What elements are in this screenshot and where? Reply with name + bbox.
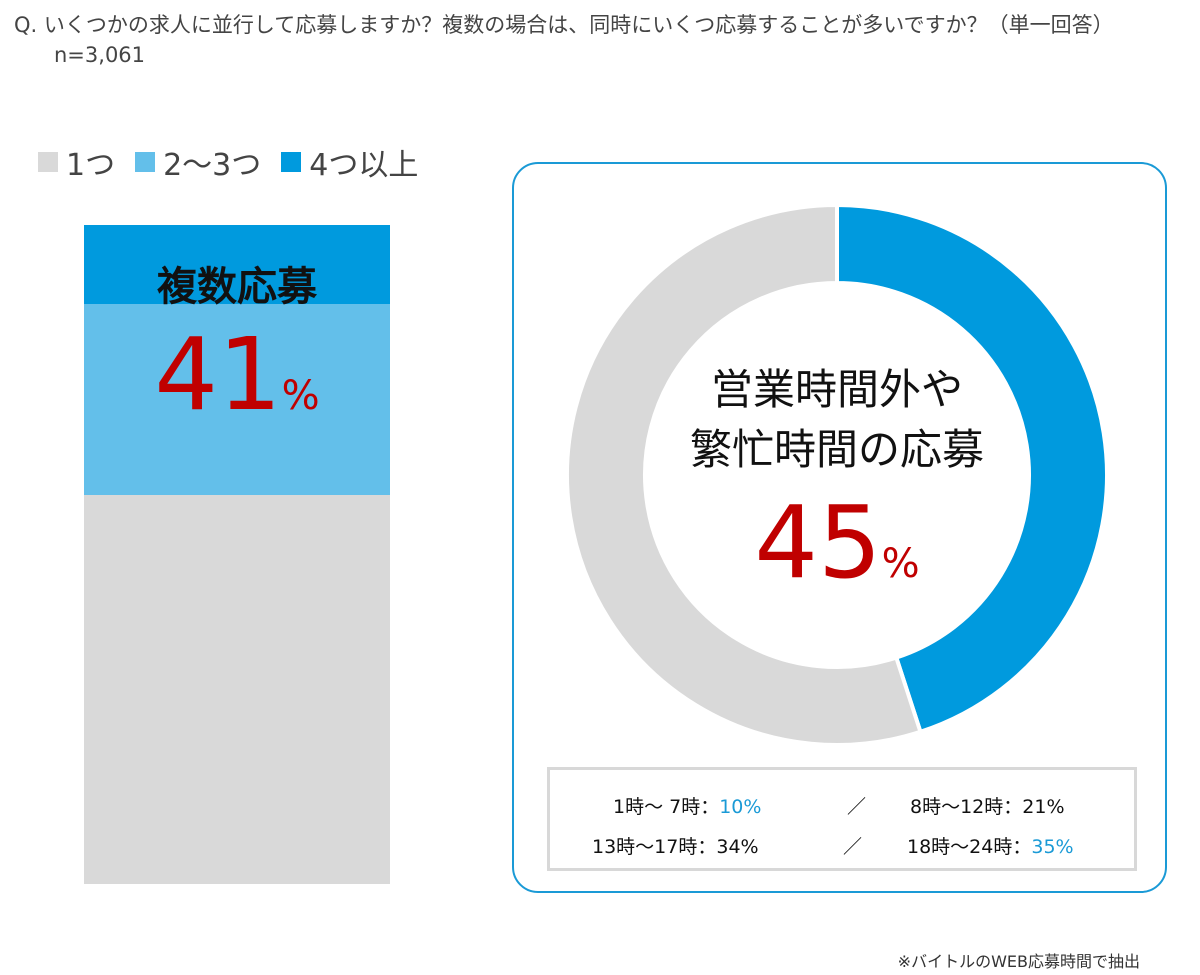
breakdown-item: 8時〜12時：21% [910, 792, 1065, 819]
sample-size: n=3,061 [54, 43, 146, 67]
title-line: 繁忙時間の応募 [689, 425, 984, 474]
label: 13時〜17時： [592, 836, 717, 858]
breakdown-item: 13時〜17時：34% [592, 832, 759, 859]
multi-apply-label: 複数応募 [157, 264, 317, 310]
legend-swatch [281, 152, 302, 172]
label: 18時〜24時： [907, 836, 1032, 858]
value: 21% [1022, 796, 1065, 818]
donut-center-value: 45% [637, 488, 1037, 619]
title-line: 営業時間外や [710, 365, 963, 414]
label: 8時〜12時： [910, 796, 1023, 818]
legend-item-1: 1つ [38, 140, 115, 184]
legend-item-2: 2〜3つ [135, 140, 261, 184]
value: 45 [754, 484, 882, 601]
footnote: ※バイトルのWEB応募時間で抽出 [897, 952, 1140, 971]
bar-segment-1 [84, 495, 390, 884]
value: 34% [716, 836, 759, 858]
breakdown-item: 18時〜24時：35% [907, 832, 1074, 859]
label: 1時〜 7時： [613, 796, 720, 818]
breakdown-row: 13時〜17時：34% ／ 18時〜24時：35% [550, 832, 1134, 862]
legend-item-3: 4つ以上 [281, 140, 418, 184]
donut-center-title: 営業時間外や 繁忙時間の応募 [637, 360, 1037, 480]
donut-panel [512, 162, 1167, 893]
separator: ／ [843, 836, 863, 858]
legend-swatch [135, 152, 156, 172]
unit: % [281, 373, 320, 419]
bar-segment-2 [84, 304, 390, 496]
legend-swatch [38, 152, 58, 172]
legend-label: 1つ [66, 148, 116, 183]
question-text: Q. いくつかの求人に並行して応募しますか？複数の場合は、同時にいくつ応募するこ… [14, 10, 1164, 70]
legend-label: 2〜3つ [163, 148, 262, 183]
donut-slice-2 [565, 202, 923, 747]
legend: 1つ 2〜3つ 4つ以上 [38, 140, 418, 184]
time-breakdown: 1時〜 7時：10% ／ 8時〜12時：21% 13時〜17時：34% ／ 18… [547, 767, 1137, 871]
value: 10% [719, 796, 762, 818]
legend-label: 4つ以上 [309, 148, 419, 183]
value: 35% [1031, 836, 1074, 858]
breakdown-row: 1時〜 7時：10% ／ 8時〜12時：21% [550, 792, 1134, 822]
breakdown-item: 1時〜 7時：10% [613, 792, 761, 819]
unit: % [881, 541, 920, 587]
stacked-bar [84, 225, 390, 884]
multi-apply-value: 41% [84, 320, 390, 451]
donut-slice-1 [835, 202, 1109, 735]
separator: ／ [847, 796, 867, 818]
question: Q. いくつかの求人に並行して応募しますか？複数の場合は、同時にいくつ応募するこ… [14, 13, 1114, 37]
value: 41 [154, 316, 282, 433]
bar-segment-3 [84, 225, 390, 305]
